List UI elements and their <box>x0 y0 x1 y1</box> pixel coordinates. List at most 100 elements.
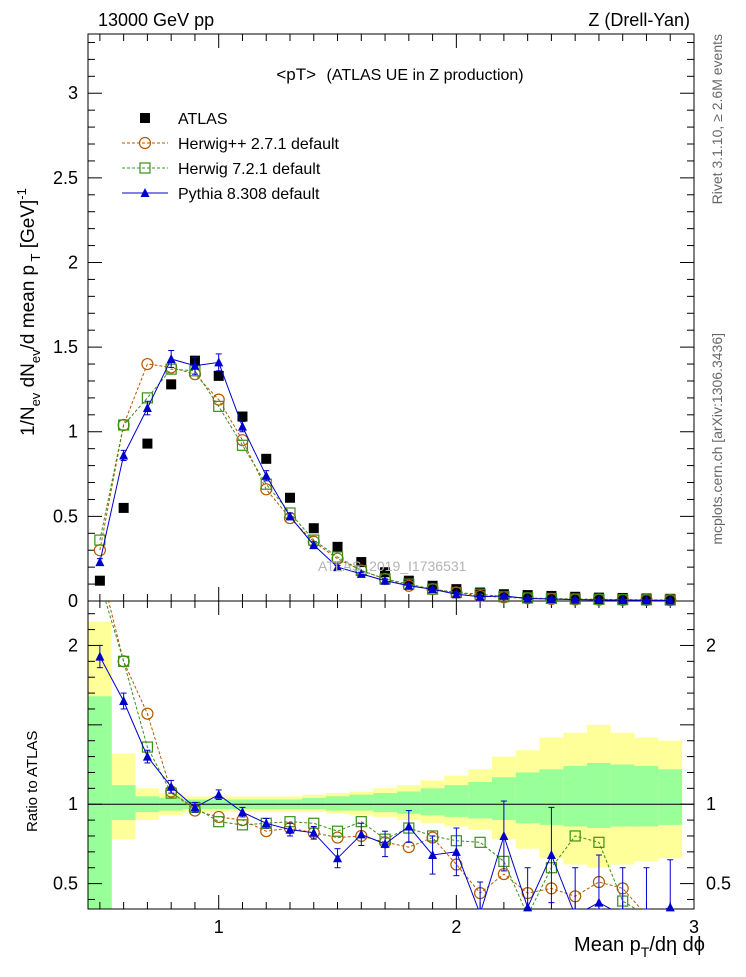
pythia-point <box>665 595 675 605</box>
rivet-side-label: Rivet 3.1.10, ≥ 2.6M events <box>709 34 725 204</box>
ratio-y-tick-label-left: 1 <box>68 794 78 814</box>
herwig-point <box>331 825 344 837</box>
pythia-point <box>404 821 414 831</box>
plot-title-main: <pT> <box>276 65 316 84</box>
legend-label: ATLAS <box>178 111 228 128</box>
pythia-point <box>237 807 247 817</box>
herwigpppp-point <box>212 393 225 406</box>
ratio-y-tick-label-left: 0.5 <box>53 874 78 894</box>
legend: ATLAS Herwig++ 2.7.1 default Herwig 7.2.1 … <box>122 111 340 203</box>
main-y-axis-title: 1/Nev dNev/d mean p T [GeV]-1 <box>14 188 43 436</box>
ratio-band-inner <box>658 769 683 825</box>
ratio-y-tick-label-right: 2 <box>706 635 716 655</box>
pythia-point <box>309 827 319 837</box>
x-tick-label: 2 <box>451 917 461 937</box>
ratio-band-inner <box>610 764 635 827</box>
atlas-point <box>261 453 272 464</box>
atlas-point <box>356 557 367 568</box>
ratio-y-tick-label-right: 0.5 <box>706 874 731 894</box>
legend-marker <box>138 136 152 150</box>
atlas-point <box>237 411 248 422</box>
y-tick-label: 0.5 <box>53 506 78 526</box>
atlas-point <box>380 567 391 578</box>
ratio-band-inner <box>420 788 445 816</box>
ratio-band-inner <box>539 769 564 825</box>
pythia-point <box>475 591 485 601</box>
atlas-point <box>166 379 177 390</box>
pythia-point <box>285 824 295 834</box>
ratio-band-inner <box>349 794 374 811</box>
pythia-point <box>499 830 509 840</box>
herwigpppp-point <box>331 831 344 844</box>
pythia-point <box>641 595 651 605</box>
legend-marker <box>140 188 150 197</box>
ratio-band-inner <box>587 762 611 829</box>
pythia-point <box>119 696 129 706</box>
ratio-band-inner <box>325 796 350 811</box>
pythia-point <box>451 589 461 599</box>
pythia-point <box>594 594 604 604</box>
pythia-point <box>380 575 390 585</box>
pythia-point <box>214 789 224 799</box>
atlas-point <box>213 370 224 381</box>
pythia-point <box>499 590 509 600</box>
legend-marker <box>139 162 151 174</box>
pythia-point <box>618 595 628 605</box>
ratio-band-inner <box>444 785 469 817</box>
x-tick-label: 3 <box>689 917 699 937</box>
pythia-point <box>237 421 247 431</box>
y-tick-label: 2 <box>68 252 78 272</box>
atlas-point <box>94 575 105 586</box>
herwig-point <box>331 551 344 563</box>
herwig-point <box>213 400 225 412</box>
ratio-band-inner <box>396 791 421 814</box>
herwigpppp-point <box>141 357 154 371</box>
ratio-band-inner <box>634 766 659 827</box>
pythia-point <box>214 357 224 367</box>
process-label: Z (Drell-Yan) <box>588 10 690 30</box>
pythia-point <box>380 838 390 848</box>
y-tick-label: 2.5 <box>53 168 78 188</box>
pythia-point <box>119 450 129 460</box>
legend-label: Herwig++ 2.7.1 default <box>178 136 340 153</box>
pythia-point <box>356 568 366 578</box>
pythia-point <box>333 562 343 572</box>
pythia-point <box>142 751 152 761</box>
ratio-band-inner <box>111 785 136 821</box>
pythia-point <box>523 593 533 603</box>
ratio-band-inner <box>515 772 540 824</box>
x-tick-label: 1 <box>214 917 224 937</box>
ratio-band-inner <box>468 781 492 819</box>
pythia-point <box>309 540 319 550</box>
pythia-point <box>404 580 414 590</box>
mcplots-side-label: mcplots.cern.ch [arXiv:1306.3436] <box>709 333 725 545</box>
y-tick-label: 0 <box>68 591 78 611</box>
herwigpppp-point <box>141 707 154 720</box>
energy-label: 13000 GeV pp <box>98 10 214 30</box>
x-axis-title: Mean pT/dη dϕ <box>574 934 705 960</box>
atlas-point <box>451 584 462 595</box>
herwig-point <box>593 593 605 605</box>
pythia-point <box>166 781 176 791</box>
ratio-band-inner <box>301 797 326 809</box>
pythia-point <box>95 557 105 567</box>
pythia-point <box>166 353 176 363</box>
watermark: ATLAS_2019_I1736531 <box>318 558 467 574</box>
y-tick-label: 1.5 <box>53 337 78 357</box>
herwig-point <box>617 594 629 606</box>
ratio-band-inner <box>563 766 588 827</box>
atlas-point <box>285 492 295 503</box>
pythia-point <box>570 594 580 604</box>
ratio-y-axis-title: Ratio to ATLAS <box>24 731 41 832</box>
pythia-point <box>428 584 438 594</box>
legend-label: Pythia 8.308 default <box>178 186 320 203</box>
pythia-point <box>428 850 438 860</box>
pythia-point <box>142 403 152 413</box>
ratio-band-inner <box>88 696 112 909</box>
atlas-point <box>308 523 319 534</box>
herwig-point <box>118 655 130 667</box>
pythia-point <box>523 902 533 912</box>
y-tick-label: 1 <box>68 422 78 442</box>
